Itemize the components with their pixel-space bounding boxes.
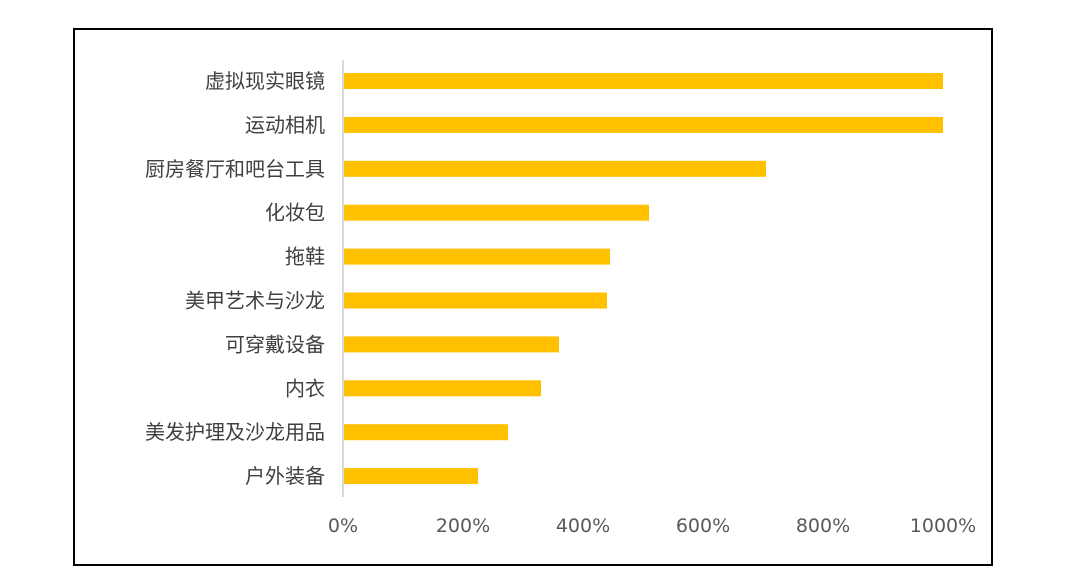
x-axis-ticks: 0% 200% 400% 600% 800% 1000%: [328, 515, 976, 537]
category-label: 内衣: [285, 376, 325, 400]
bar: [344, 204, 649, 221]
x-tick-label: 200%: [436, 515, 490, 537]
bar: [344, 336, 559, 353]
bar: [344, 248, 610, 265]
x-tick-label: 0%: [328, 515, 358, 537]
category-labels: 虚拟现实眼镜运动相机厨房餐厅和吧台工具化妆包拖鞋美甲艺术与沙龙可穿戴设备内衣美发…: [145, 69, 325, 488]
category-label: 可穿戴设备: [225, 332, 325, 356]
x-tick-label: 600%: [676, 515, 730, 537]
category-label: 拖鞋: [285, 245, 325, 269]
bar: [344, 380, 541, 397]
category-label: 虚拟现实眼镜: [205, 69, 325, 93]
bar: [344, 160, 766, 177]
bar: [344, 73, 943, 89]
bar: [344, 116, 943, 133]
bars-layer: [344, 73, 943, 485]
bar: [344, 292, 607, 309]
x-tick-label: 1000%: [910, 515, 976, 537]
bar: [344, 424, 508, 441]
category-label: 美甲艺术与沙龙: [185, 289, 325, 313]
category-label: 化妆包: [265, 201, 325, 225]
bar: [344, 468, 478, 485]
category-label: 运动相机: [245, 113, 325, 137]
x-tick-label: 800%: [796, 515, 850, 537]
category-label: 美发护理及沙龙用品: [145, 420, 325, 444]
x-tick-label: 400%: [556, 515, 610, 537]
category-label: 厨房餐厅和吧台工具: [145, 157, 325, 181]
category-label: 户外装备: [245, 464, 325, 488]
